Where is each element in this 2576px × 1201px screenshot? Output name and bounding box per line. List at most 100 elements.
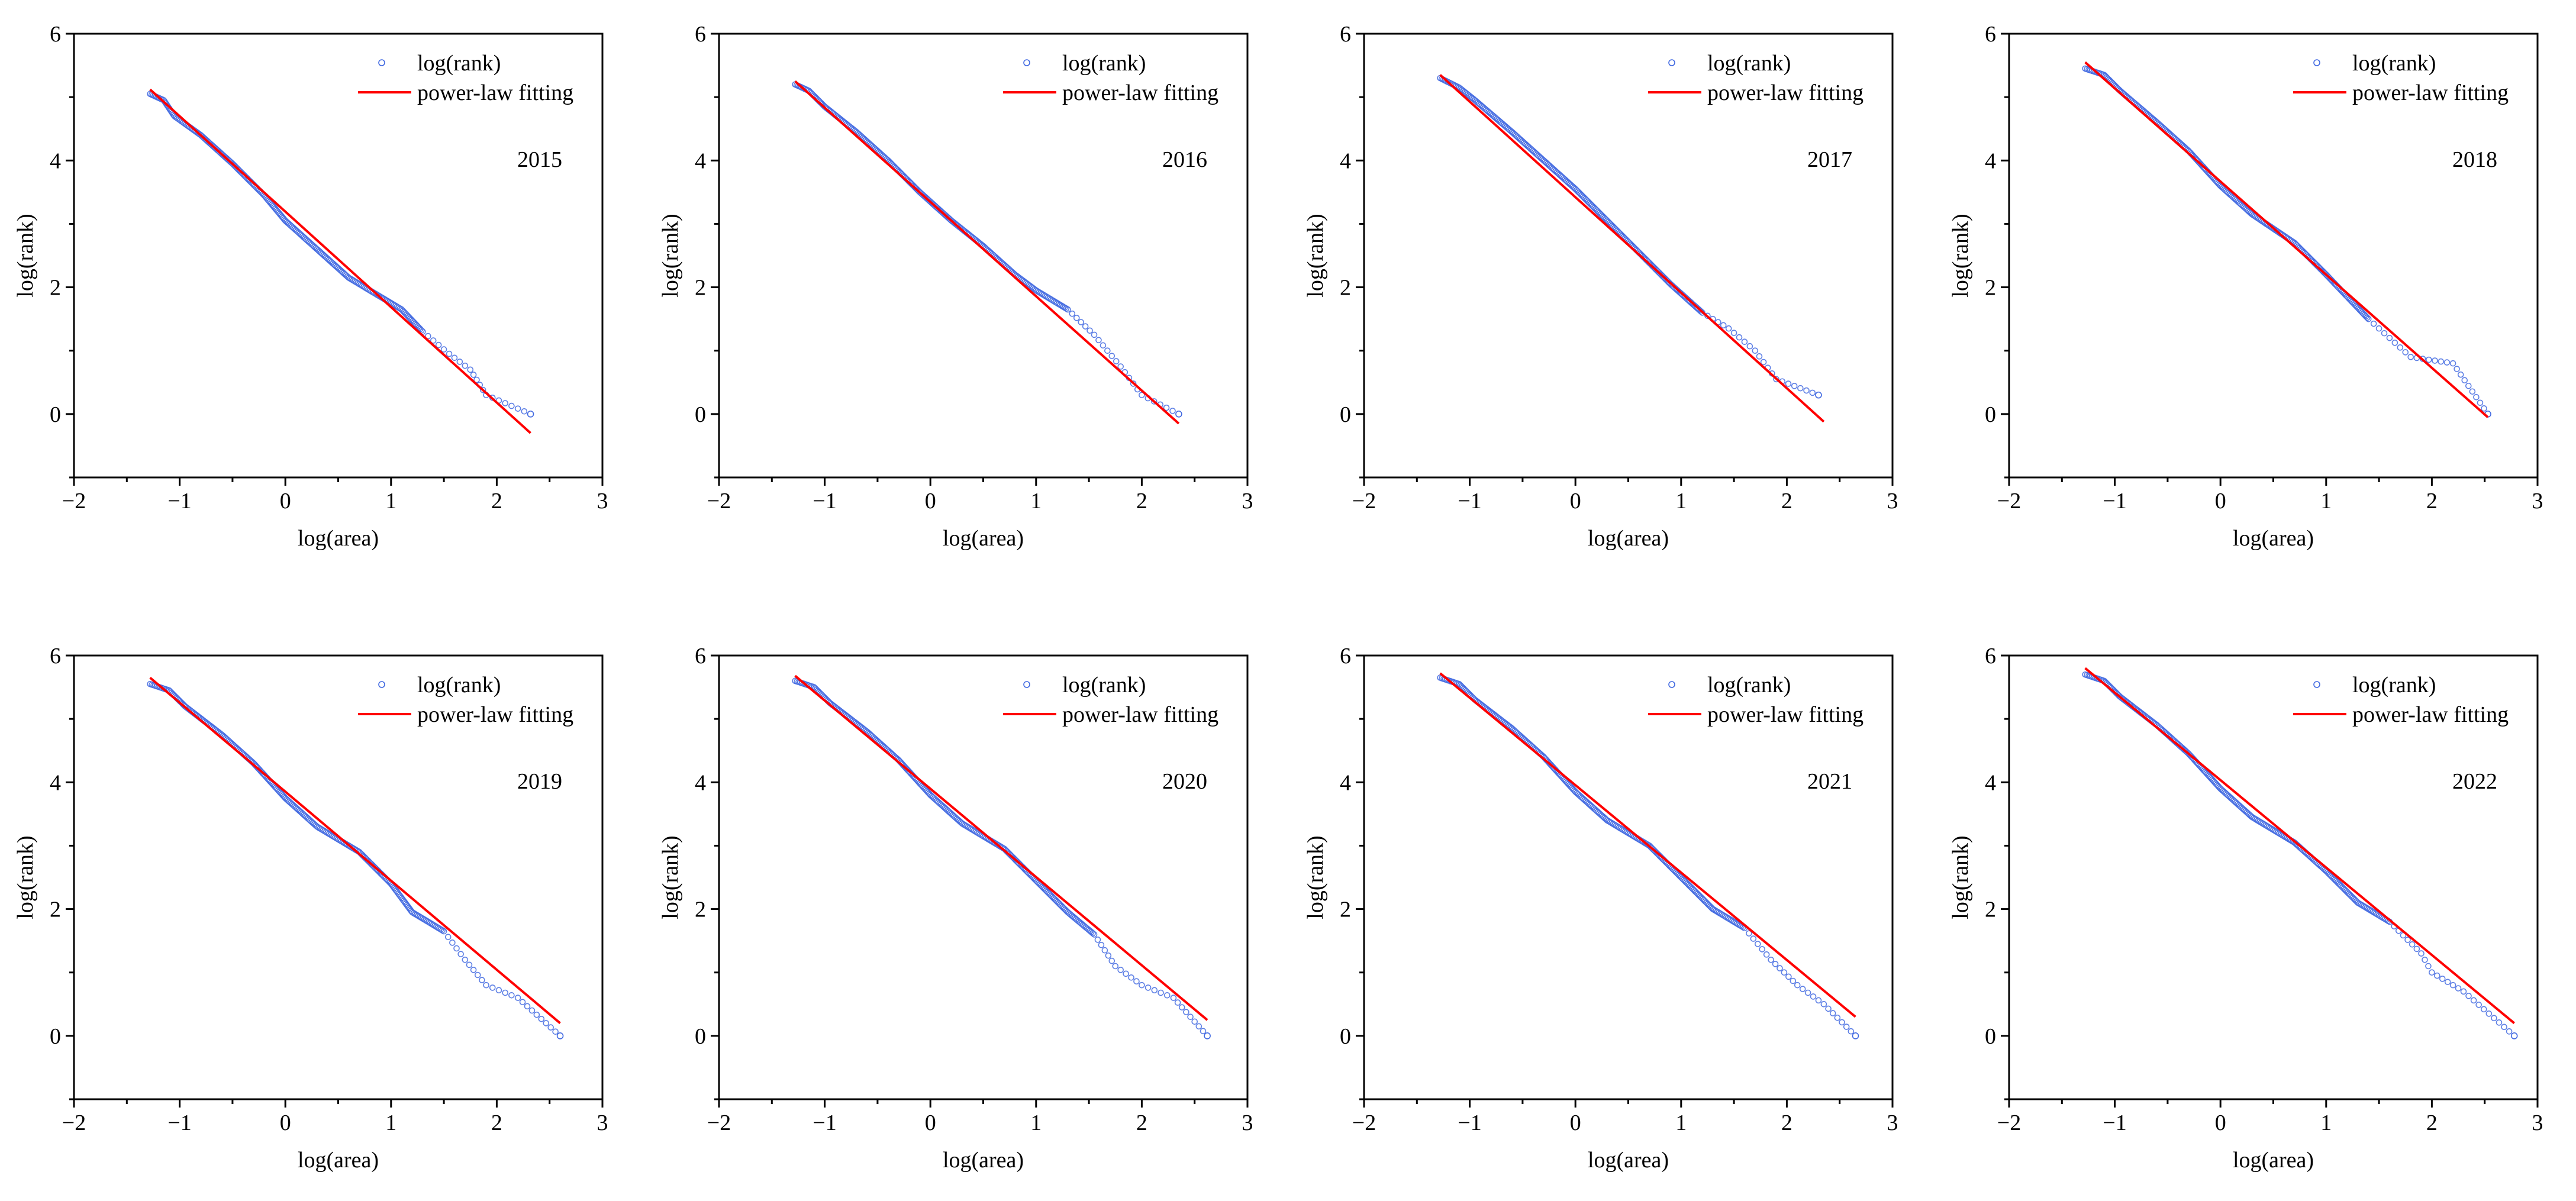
- data-point: [975, 830, 982, 837]
- data-point: [395, 304, 402, 311]
- data-point: [2361, 903, 2367, 910]
- x-tick-label: −2: [707, 489, 731, 514]
- y-tick-label: 6: [1340, 22, 1351, 47]
- data-point: [1750, 935, 1757, 942]
- x-tick-label: 3: [2532, 1110, 2543, 1135]
- data-point: [376, 292, 382, 299]
- data-point: [356, 280, 363, 288]
- legend-label-fit: power-law fitting: [1062, 80, 1218, 105]
- data-point: [377, 293, 384, 300]
- data-point: [1809, 389, 1816, 396]
- data-point: [1608, 819, 1615, 827]
- data-point: [1055, 301, 1062, 308]
- y-tick-label: 0: [695, 1024, 706, 1049]
- scatter-series: [1437, 674, 1859, 1039]
- data-point: [462, 362, 469, 369]
- legend-label-scatter: log(rank): [417, 673, 501, 698]
- x-tick-label: −1: [1458, 489, 1481, 514]
- data-point: [2404, 937, 2411, 943]
- x-tick-label: 0: [280, 1110, 291, 1135]
- chart-panel-2016: −2 −1 0 1 2 3 0 2 4 6 log(area) log(rank) log(rank) p…: [658, 22, 1253, 551]
- data-point: [479, 977, 485, 983]
- legend-label-scatter: log(rank): [1062, 673, 1146, 698]
- chart-panel-2018: −2 −1 0 1 2 3 0 2 4 6 log(area) log(rank) log(rank) p…: [1948, 22, 2543, 551]
- fit-line: [2084, 61, 2489, 418]
- data-point: [519, 999, 526, 1006]
- data-point: [1113, 358, 1120, 364]
- data-point: [971, 827, 978, 834]
- x-tick-label: −1: [2103, 1110, 2126, 1135]
- data-point: [2455, 985, 2462, 992]
- data-point: [1178, 1004, 1185, 1010]
- data-point: [444, 934, 452, 941]
- y-tick-label: 2: [50, 897, 61, 922]
- data-point: [328, 832, 336, 839]
- data-point: [1759, 946, 1766, 953]
- y-tick-label: 4: [1340, 770, 1351, 795]
- data-point: [1772, 961, 1779, 967]
- data-point: [2470, 997, 2477, 1004]
- data-point: [1150, 398, 1158, 405]
- x-axis-title: log(area): [1588, 1148, 1669, 1173]
- data-point: [2273, 828, 2280, 835]
- y-tick-label: 6: [695, 22, 706, 47]
- data-point: [1719, 911, 1725, 918]
- y-tick-label: 2: [1340, 276, 1351, 301]
- data-point: [409, 909, 415, 916]
- data-point: [1042, 292, 1049, 299]
- data-point: [1091, 931, 1098, 938]
- data-point: [2425, 963, 2432, 970]
- data-point: [359, 282, 366, 289]
- data-point: [1619, 826, 1626, 833]
- data-point: [1101, 947, 1108, 954]
- data-point: [2359, 902, 2366, 909]
- y-tick-label: 0: [695, 402, 706, 427]
- data-point: [2444, 979, 2451, 986]
- data-point: [1605, 818, 1612, 825]
- data-point: [457, 951, 464, 957]
- x-tick-label: 0: [2215, 1110, 2226, 1135]
- data-point: [2258, 819, 2265, 826]
- data-point: [1060, 304, 1067, 310]
- data-point: [421, 916, 428, 923]
- data-point: [2491, 1015, 2497, 1022]
- chart-panel-2017: −2 −1 0 1 2 3 0 2 4 6 log(area) log(rank) log(rank) p…: [1303, 22, 1898, 551]
- data-point: [960, 821, 967, 828]
- data-point: [533, 1011, 540, 1018]
- data-point: [521, 408, 528, 415]
- data-point: [427, 919, 434, 926]
- y-axis-title: log(rank): [658, 835, 683, 919]
- data-point: [968, 825, 975, 832]
- fit-line: [149, 88, 531, 434]
- data-point: [330, 833, 337, 840]
- year-label: 2016: [1162, 147, 1207, 172]
- legend-label-fit: power-law fitting: [417, 80, 573, 105]
- data-point: [1713, 908, 1719, 914]
- data-point: [2268, 825, 2275, 832]
- data-point: [527, 411, 534, 418]
- y-tick-label: 0: [1340, 402, 1351, 427]
- y-tick-label: 4: [50, 770, 61, 795]
- data-point: [1065, 306, 1071, 313]
- data-point: [479, 386, 486, 393]
- x-tick-label: 3: [1887, 489, 1898, 514]
- data-point: [2249, 813, 2256, 821]
- y-tick-label: 4: [695, 770, 706, 795]
- data-point: [2264, 823, 2271, 829]
- data-point: [446, 350, 453, 357]
- data-point: [1169, 408, 1176, 414]
- data-point: [425, 919, 432, 926]
- data-point: [1704, 312, 1711, 319]
- data-point: [2358, 901, 2364, 908]
- data-point: [547, 1024, 554, 1031]
- legend-label-fit: power-law fitting: [2352, 702, 2509, 727]
- data-point: [430, 922, 437, 928]
- data-point: [423, 917, 429, 924]
- data-point: [453, 945, 460, 952]
- data-point: [1098, 941, 1105, 948]
- data-point: [2434, 972, 2440, 979]
- data-point: [1720, 912, 1727, 919]
- data-point: [1729, 918, 1736, 924]
- data-point: [1616, 824, 1623, 831]
- data-point: [1204, 1032, 1211, 1039]
